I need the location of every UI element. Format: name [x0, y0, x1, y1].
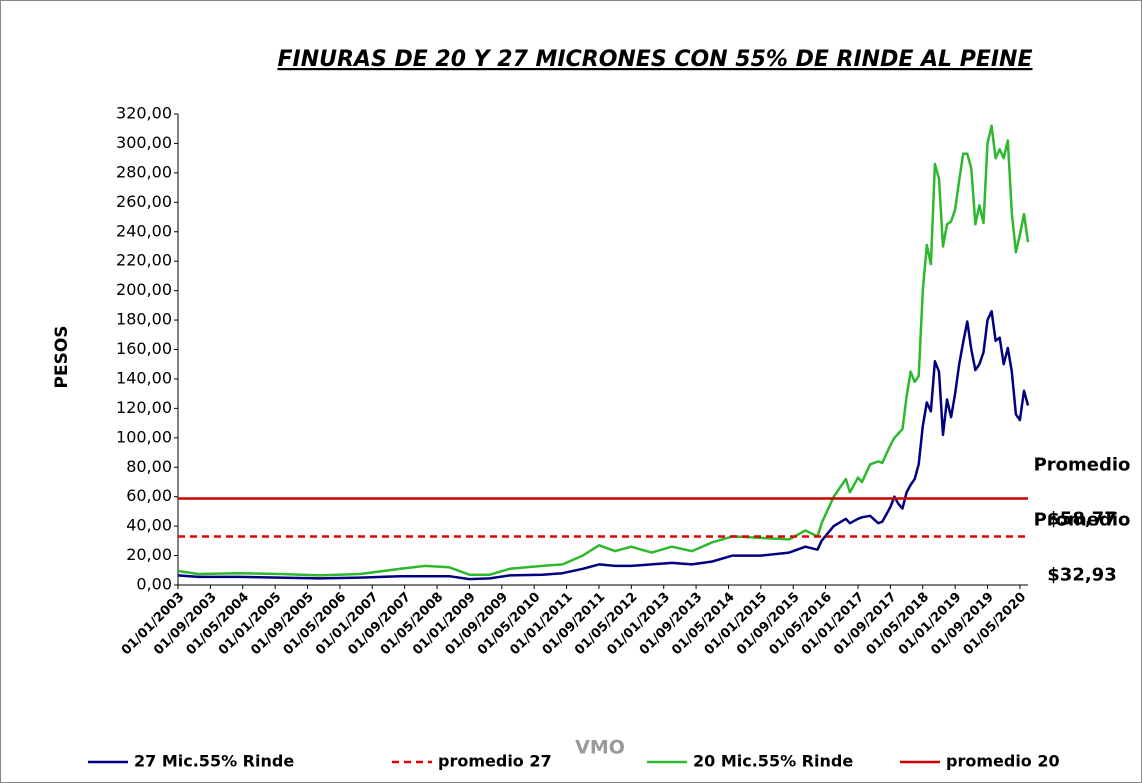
legend-label: promedio 27: [438, 752, 552, 771]
y-tick-label: 120,00: [116, 398, 172, 417]
y-axis-label: PESOS: [52, 325, 72, 388]
y-tick-label: 100,00: [116, 427, 172, 446]
chart-title: FINURAS DE 20 Y 27 MICRONES CON 55% DE R…: [277, 47, 1032, 72]
y-tick-label: 220,00: [116, 251, 172, 270]
legend-label: 27 Mic.55% Rinde: [134, 752, 294, 771]
y-tick-label: 200,00: [116, 280, 172, 299]
series-line: [177, 124, 1030, 577]
average-label: Promedio: [1034, 510, 1131, 531]
y-tick-label: 40,00: [126, 516, 172, 535]
y-tick-label: 0,00: [136, 575, 172, 594]
y-tick-label: 140,00: [116, 368, 172, 387]
legend-label: promedio 20: [946, 752, 1060, 771]
legend-label: 20 Mic.55% Rinde: [693, 752, 853, 771]
y-tick-label: 160,00: [116, 339, 172, 358]
average-label: $32,93: [1047, 565, 1116, 586]
y-tick-label: 300,00: [116, 133, 172, 152]
y-tick-label: 180,00: [116, 310, 172, 329]
y-tick-label: 240,00: [116, 221, 172, 240]
y-tick-label: 80,00: [126, 457, 172, 476]
y-tick-label: 320,00: [116, 104, 172, 123]
y-tick-label: 20,00: [126, 545, 172, 564]
x-axis-label: VMO: [575, 737, 625, 759]
y-tick-label: 280,00: [116, 162, 172, 181]
series-line: [177, 309, 1030, 581]
average-label: Promedio: [1034, 454, 1131, 475]
y-tick-label: 60,00: [126, 486, 172, 505]
y-tick-label: 260,00: [116, 192, 172, 211]
average-label: $58,77: [1047, 508, 1116, 529]
